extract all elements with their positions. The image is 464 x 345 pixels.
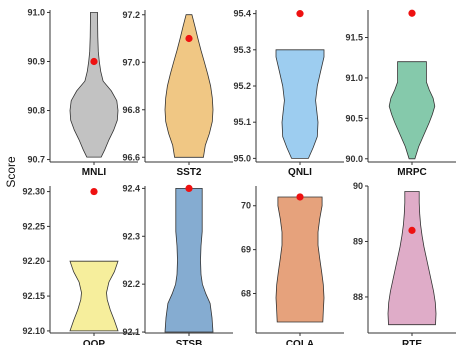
- point-qqp: [90, 187, 98, 196]
- y-tick-label-mnli: 90.8: [27, 106, 45, 116]
- y-tick-label-stsb: 92.4: [122, 183, 140, 193]
- y-tick-label-sst2: 97.0: [122, 57, 140, 67]
- y-tick-label-mrpc: 90.5: [345, 113, 363, 123]
- point-qnli: [296, 10, 304, 18]
- y-tick-label-qqp: 92.30: [22, 187, 45, 197]
- violin-rte: [387, 191, 437, 326]
- y-tick-label-mrpc: 90.0: [345, 154, 363, 164]
- y-tick-label-mrpc: 91.0: [345, 73, 363, 83]
- y-tick-label-stsb: 92.2: [122, 279, 140, 289]
- y-tick-label-qnli: 95.3: [233, 45, 251, 55]
- y-tick-label-sst2: 96.8: [122, 105, 140, 115]
- y-tick-label-sst2: 97.2: [122, 10, 140, 20]
- y-tick-label-cola: 69: [241, 245, 251, 255]
- point-cola: [296, 193, 304, 201]
- y-tick-label-mnli: 91.0: [27, 7, 45, 17]
- panel-rte: 88 89 90 RTE: [353, 181, 456, 345]
- y-tick-label-rte: 90: [353, 181, 363, 191]
- y-tick-label-mnli: 90.7: [27, 155, 45, 165]
- y-tick-label-stsb: 92.3: [122, 231, 140, 241]
- y-tick-label-qqp: 92.20: [22, 256, 45, 266]
- panel-qnli: 95.0 95.1 95.2 95.3 95.4 QNLI: [233, 9, 344, 178]
- panel-qqp: 92.10 92.15 92.20 92.25 92.30 QQP: [22, 186, 138, 345]
- panel-title-qqp: QQP: [83, 339, 106, 345]
- panel-title-mrpc: MRPC: [397, 167, 426, 178]
- y-tick-label-qnli: 95.0: [233, 153, 251, 163]
- y-tick-label-qqp: 92.10: [22, 326, 45, 336]
- y-tick-label-qnli: 95.1: [233, 117, 251, 127]
- point-sst2: [185, 34, 193, 43]
- panel-title-rte: RTE: [402, 339, 422, 345]
- violin-sst2: [164, 14, 214, 158]
- panel-title-cola: COLA: [286, 339, 314, 345]
- violin-stsb: [164, 188, 214, 333]
- y-tick-label-qnli: 95.4: [233, 9, 251, 19]
- y-tick-label-rte: 89: [353, 236, 363, 246]
- panel-stsb: 92.1 92.2 92.3 92.4 STSB: [122, 183, 233, 345]
- panel-title-sst2: SST2: [176, 167, 201, 178]
- point-rte: [408, 226, 416, 234]
- y-tick-label-cola: 68: [241, 289, 251, 299]
- violin-qqp: [69, 260, 119, 332]
- violin-mnli: [69, 12, 119, 158]
- violin-mrpc: [388, 61, 436, 160]
- y-axis-title: Score: [4, 156, 18, 188]
- panel-sst2: 96.6 96.8 97.0 97.2 SST2: [122, 10, 233, 178]
- point-stsb: [185, 184, 193, 192]
- point-mrpc: [408, 9, 416, 17]
- y-tick-label-mrpc: 91.5: [345, 32, 363, 42]
- point-mnli: [90, 57, 98, 66]
- panel-cola: 68 69 70 COLA: [241, 186, 344, 345]
- y-tick-label-stsb: 92.1: [122, 327, 140, 337]
- y-tick-label-mnli: 90.9: [27, 56, 45, 66]
- y-tick-label-qqp: 92.25: [22, 221, 45, 231]
- panel-title-mnli: MNLI: [82, 167, 107, 178]
- y-tick-label-sst2: 96.6: [122, 152, 140, 162]
- y-tick-label-rte: 88: [353, 292, 363, 302]
- violin-qnli: [275, 49, 325, 159]
- violin-cola: [275, 196, 325, 323]
- y-tick-label-cola: 70: [241, 201, 251, 211]
- panel-title-qnli: QNLI: [288, 167, 312, 178]
- panel-title-stsb: STSB: [176, 339, 203, 345]
- panel-mnli: 90.7 90.8 90.9 91.0 MNLI: [27, 7, 138, 178]
- y-tick-label-qqp: 92.15: [22, 291, 45, 301]
- y-tick-label-qnli: 95.2: [233, 81, 251, 91]
- panel-mrpc: 90.0 90.5 91.0 91.5 MRPC: [345, 9, 456, 178]
